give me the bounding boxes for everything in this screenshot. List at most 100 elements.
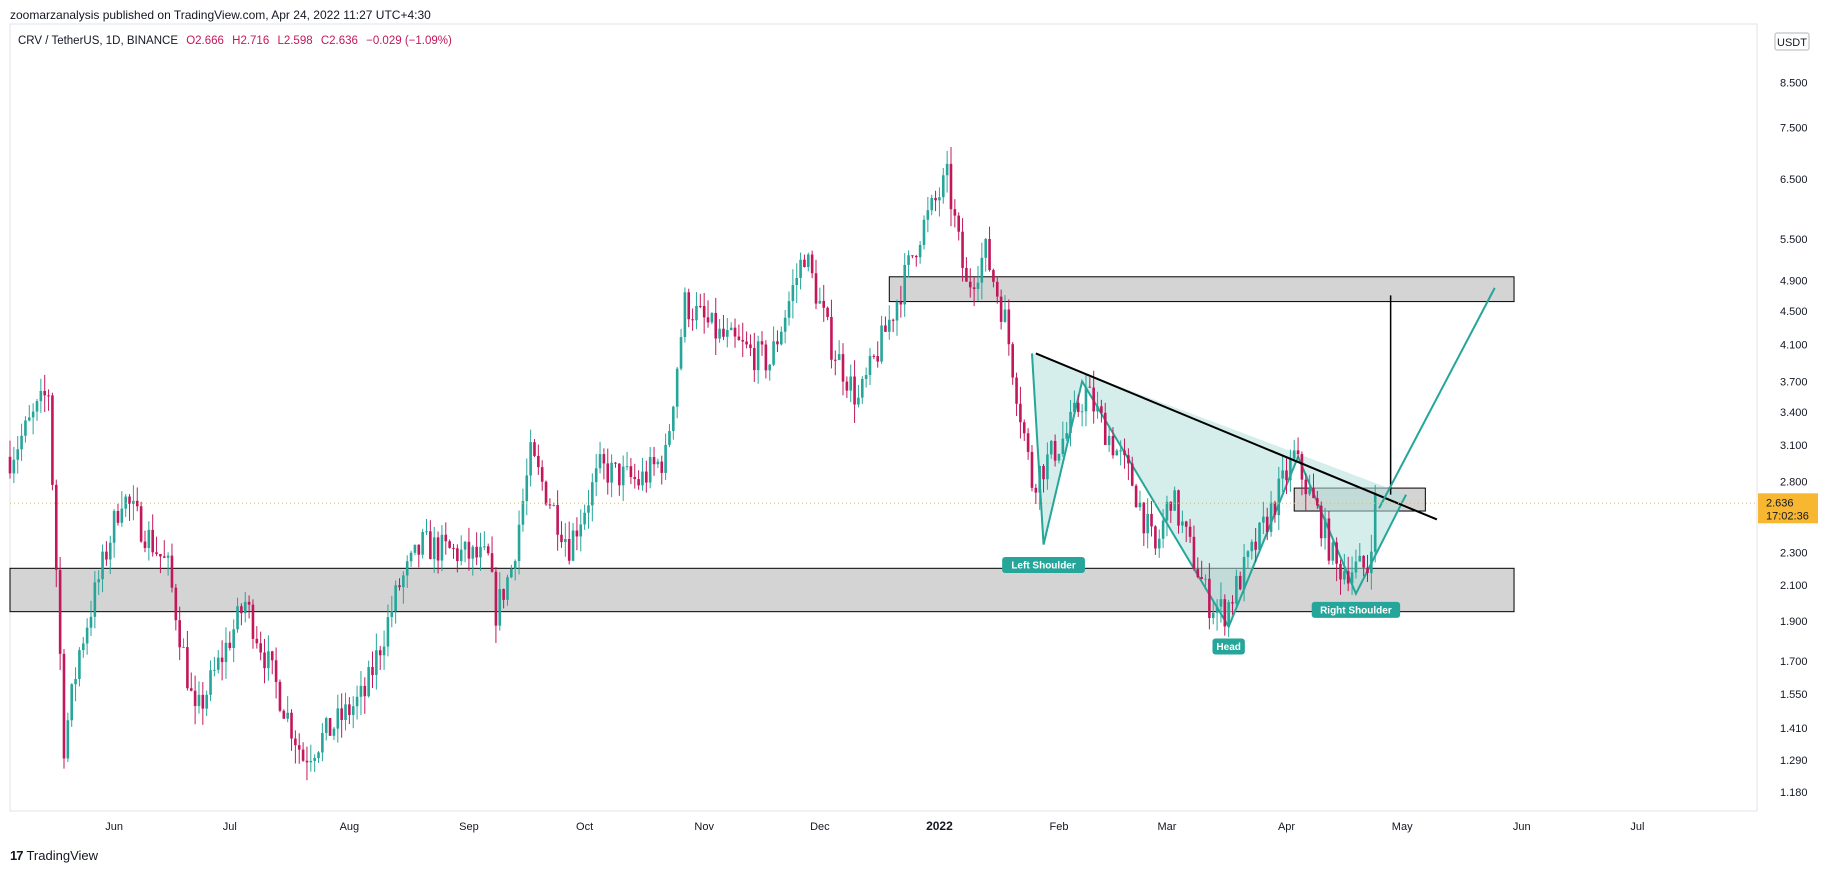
candle-body [375,650,378,676]
candle-body [610,462,613,483]
candle-body [267,651,270,669]
tradingview-logo[interactable]: 17 TradingView [10,848,98,863]
time-tick-label: Dec [810,821,830,833]
candle-body [1277,478,1281,516]
candle-body [105,551,108,560]
time-tick-label: Apr [1278,821,1295,833]
candle-body [814,273,818,304]
candle-body [683,292,687,338]
time-axis[interactable]: Jun Jul Aug Sep Oct Nov Dec 2022 Feb Mar Apr May Jun… [105,819,1644,833]
price-tick-label: 5.500 [1780,234,1808,246]
candle-body [1157,538,1161,549]
price-unit-badge[interactable]: USDT [1774,32,1810,51]
candle-body [1354,561,1358,573]
price-tick-label: 2.800 [1780,477,1808,489]
candle-body [1312,487,1315,499]
candle-body [174,587,178,621]
candle-body [1130,463,1134,486]
candle-body [992,270,995,282]
candle-body [1242,556,1246,590]
candle-body [405,561,409,576]
ohlc-low: L2.598 [277,35,313,47]
candle-body [575,530,579,537]
candle-body [81,643,85,651]
candle-body [1127,455,1130,464]
candle-body [887,319,891,332]
pattern-label-box [1002,557,1085,574]
candle-body [571,530,575,561]
candle-body [197,694,201,706]
candle-body [386,617,390,647]
candle-body [591,482,594,506]
candle-body [679,337,683,369]
candle-body [614,462,617,464]
price-tick-label: 1.900 [1780,616,1808,628]
ohlc-close: C2.636 [320,35,358,47]
candle-body [344,704,347,720]
candle-body [637,479,640,486]
candle-body [941,175,945,198]
candle-body [456,548,459,562]
candle-body [625,466,629,468]
candle-body [587,505,590,513]
candle-body [729,327,733,330]
candle-body [332,728,336,736]
tradingview-logo-icon: 17 [10,848,24,863]
price-axis[interactable]: 9.5008.5007.5006.5005.5004.9004.5004.100… [1758,37,1818,799]
candle-body [1292,450,1296,459]
candle-body [722,328,725,337]
candle-body [961,231,964,268]
candle-body [776,341,779,345]
price-tick-label: 2.100 [1780,580,1808,592]
candle-body [810,254,814,274]
candle-body [425,531,428,533]
candle-body [710,312,714,323]
candle-body [753,348,756,371]
candle-body [914,256,918,258]
candle-body [1227,602,1230,627]
candle-body [1065,433,1068,439]
price-tick-label: 3.100 [1780,440,1808,452]
candle-body [12,459,16,474]
candle-body [853,376,856,405]
candle-body [930,197,934,211]
price-tick-label: 1.290 [1780,755,1808,767]
current-price-badge [1758,493,1818,524]
candle-body [263,652,266,669]
candle-body [702,306,706,318]
candle-body [621,466,625,486]
candle-body [583,512,586,525]
candle-body [66,720,70,759]
symbol-name[interactable]: CRV / TetherUS, 1D, BINANCE [18,35,178,47]
candle-body [1370,551,1373,574]
candle-body [498,589,502,626]
candle-body [1188,526,1192,537]
candle-body [1331,542,1335,561]
candle-body [193,690,197,706]
candle-body [1231,602,1234,604]
candle-body [822,300,826,308]
candle-body [1165,501,1169,521]
candle-body [359,685,363,697]
time-tick-label: 2022 [926,819,953,833]
candle-body [1177,490,1180,526]
candle-body [845,381,849,391]
candle-body [841,354,845,382]
candle-body [1215,606,1219,613]
candle-body [224,642,228,663]
price-tick-label: 1.180 [1780,787,1808,799]
candle-body [297,745,301,750]
candle-body [220,657,224,663]
candle-body [51,395,54,485]
candle-body [240,606,243,614]
candle-body [1150,513,1153,527]
candle-body [602,454,606,464]
candle-body [652,457,656,465]
candle-body [270,651,274,661]
candle-body [884,325,887,332]
pattern-label: Left Shoulder [1011,561,1076,572]
candle-body [432,537,436,560]
current-price-label: 2.636 [1766,497,1794,509]
candle-body [259,643,262,653]
